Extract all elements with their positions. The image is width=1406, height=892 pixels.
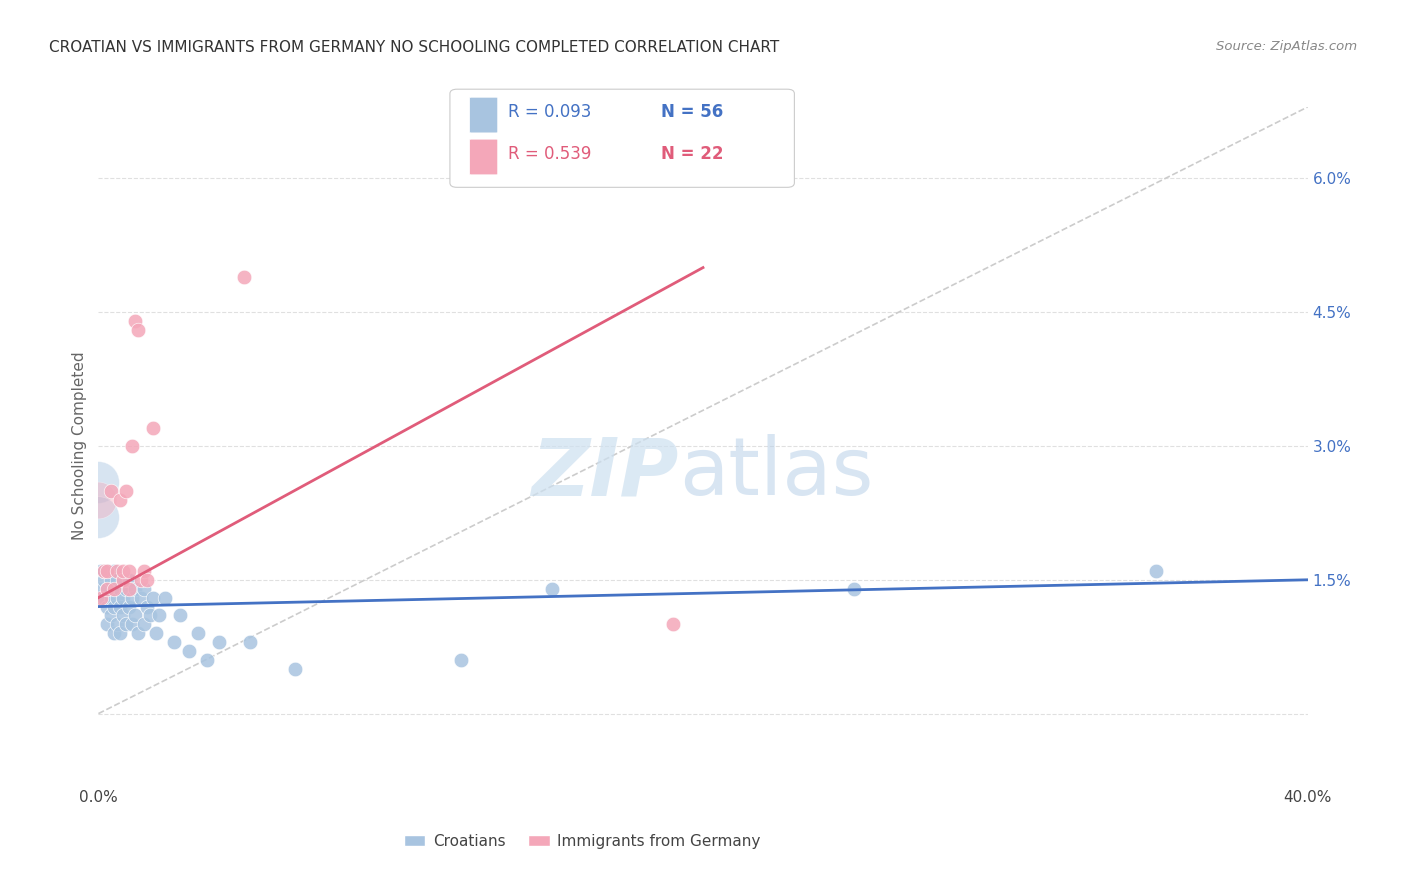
Text: N = 22: N = 22 [661,145,723,163]
Point [96,564,118,578]
Point [103,599,125,614]
Point [118,564,141,578]
Y-axis label: No Schooling Completed: No Schooling Completed [72,351,87,541]
Point [93,573,115,587]
Point [124,582,146,596]
Point [232,269,254,284]
Point [105,573,128,587]
Text: N = 56: N = 56 [661,103,723,121]
Point [169,608,191,623]
Point [284,662,307,676]
Text: Source: ZipAtlas.com: Source: ZipAtlas.com [1216,40,1357,54]
Point [93,591,115,605]
Point [145,626,167,640]
Point [111,564,134,578]
Point [103,564,125,578]
Point [844,582,866,596]
Point [118,582,141,596]
Point [100,591,122,605]
Point [89,591,111,605]
Point [114,617,136,632]
Legend: Croatians, Immigrants from Germany: Croatians, Immigrants from Germany [398,828,766,855]
Point [96,582,118,596]
Point [100,573,122,587]
Point [540,582,562,596]
Point [100,608,122,623]
Point [208,635,231,649]
Point [129,591,152,605]
Point [118,599,141,614]
Point [103,626,125,640]
Point [96,582,118,596]
Point [93,564,115,578]
Point [163,635,186,649]
Point [87,510,110,524]
Point [139,608,162,623]
Text: R = 0.093: R = 0.093 [508,103,591,121]
Point [96,564,118,578]
Point [121,617,143,632]
Point [105,591,128,605]
Point [111,608,134,623]
Point [132,564,155,578]
Point [124,608,146,623]
Point [132,582,155,596]
Point [142,421,165,435]
Point [111,573,134,587]
Point [103,582,125,596]
Point [450,653,472,667]
Point [105,617,128,632]
Point [93,564,115,578]
Point [118,573,141,587]
Point [127,323,149,337]
Point [100,483,122,498]
Point [103,582,125,596]
Point [87,475,110,489]
Text: CROATIAN VS IMMIGRANTS FROM GERMANY NO SCHOOLING COMPLETED CORRELATION CHART: CROATIAN VS IMMIGRANTS FROM GERMANY NO S… [49,40,779,55]
Point [96,617,118,632]
Point [239,635,262,649]
Point [127,626,149,640]
Point [153,591,176,605]
Point [124,314,146,328]
Point [114,483,136,498]
Point [142,591,165,605]
Text: atlas: atlas [679,434,873,512]
Point [111,591,134,605]
Point [129,573,152,587]
Point [108,492,131,507]
Point [114,582,136,596]
Point [90,564,112,578]
Point [121,591,143,605]
Point [187,626,209,640]
Point [105,564,128,578]
Point [87,492,110,507]
Point [108,599,131,614]
Point [108,626,131,640]
Point [132,617,155,632]
Point [108,582,131,596]
Point [1144,564,1167,578]
Point [179,644,201,658]
Point [661,617,683,632]
Point [135,573,157,587]
Point [121,439,143,453]
Point [195,653,218,667]
Point [90,582,112,596]
Point [111,573,134,587]
Point [96,599,118,614]
Text: ZIP: ZIP [531,434,679,512]
Point [135,599,157,614]
Point [90,591,112,605]
Point [148,608,170,623]
Text: R = 0.539: R = 0.539 [508,145,591,163]
